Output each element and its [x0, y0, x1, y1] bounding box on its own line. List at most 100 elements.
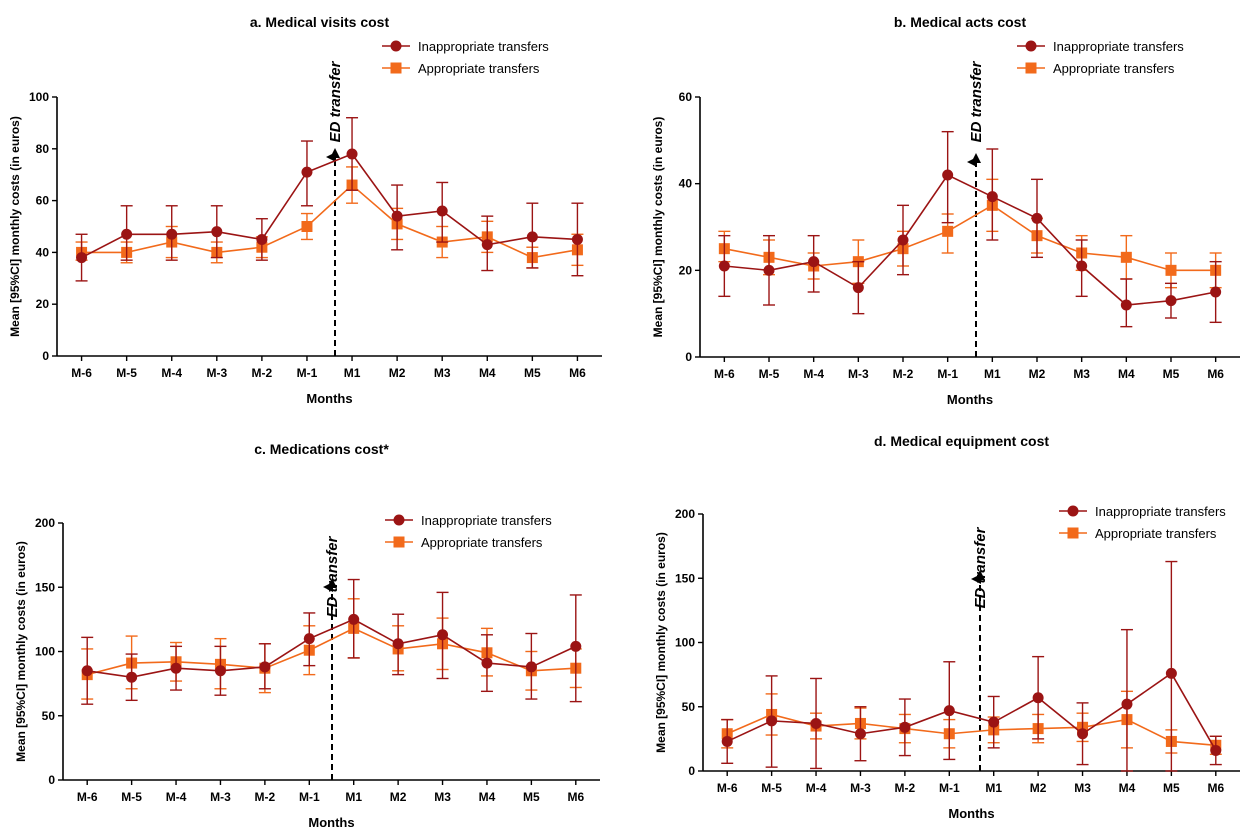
x-tick-label: M-1	[937, 367, 958, 381]
y-tick-label: 150	[675, 571, 695, 585]
data-point	[942, 225, 954, 237]
ed-transfer-label: ED transfer	[324, 535, 341, 617]
data-point	[810, 717, 822, 729]
y-tick-label: 60	[36, 194, 50, 208]
legend-marker-inappropriate	[1025, 40, 1037, 52]
data-point	[121, 228, 133, 240]
y-axis-label: Mean [95%CI] monthly costs (in euros)	[651, 117, 665, 338]
x-tick-label: M2	[1029, 367, 1046, 381]
data-point	[1165, 667, 1177, 679]
y-tick-label: 20	[36, 297, 50, 311]
x-tick-label: M-6	[717, 781, 738, 795]
x-tick-label: M-3	[850, 781, 871, 795]
series-line	[81, 153, 578, 259]
arrowhead	[330, 148, 340, 158]
x-axis-label: Months	[306, 391, 352, 406]
x-tick-label: M-3	[848, 367, 869, 381]
y-tick-label: 100	[29, 90, 49, 104]
data-point	[718, 260, 730, 272]
y-tick-label: 0	[688, 764, 695, 778]
legend-marker-inappropriate	[390, 40, 402, 52]
data-point	[525, 661, 537, 673]
x-tick-label: M6	[1207, 367, 1224, 381]
chart-title: c. Medications cost*	[254, 441, 389, 457]
legend-label-appropriate: Appropriate transfers	[1053, 61, 1175, 76]
legend-marker-appropriate	[390, 62, 402, 74]
x-tick-label: M4	[1118, 367, 1135, 381]
x-axis-label: Months	[308, 815, 354, 828]
data-point	[854, 728, 866, 740]
arrowhead	[975, 570, 985, 580]
data-point	[436, 205, 448, 217]
legend-label-inappropriate: Inappropriate transfers	[421, 513, 552, 528]
data-point	[1120, 299, 1132, 311]
data-point	[81, 665, 93, 677]
data-point	[391, 210, 403, 222]
series-line	[726, 713, 1216, 747]
data-point	[1165, 295, 1177, 307]
x-tick-label: M-4	[166, 790, 187, 804]
x-tick-label: M-3	[206, 366, 227, 380]
data-point	[1210, 744, 1222, 756]
data-point	[76, 252, 88, 264]
y-tick-label: 40	[679, 177, 693, 191]
x-tick-label: M1	[984, 367, 1001, 381]
y-axis-label: Mean [95%CI] monthly costs (in euros)	[14, 541, 28, 762]
x-tick-label: M-1	[299, 790, 320, 804]
chart-panel-a: a. Medical visits cost 0 20 40 60 80 100 M-6 M-5…	[8, 14, 602, 406]
x-tick-label: M2	[390, 790, 407, 804]
data-point	[1120, 251, 1132, 263]
x-tick-label: M-2	[255, 790, 276, 804]
ed-transfer-label: ED transfer	[327, 60, 344, 142]
x-tick-label: M3	[434, 790, 451, 804]
arrowhead	[971, 153, 981, 163]
x-tick-label: M6	[569, 366, 586, 380]
x-tick-label: M1	[985, 781, 1002, 795]
x-tick-label: M-3	[210, 790, 231, 804]
data-point	[526, 231, 538, 243]
chart-title: d. Medical equipment cost	[874, 433, 1049, 449]
legend: Inappropriate transfers Appropriate trans…	[1017, 39, 1184, 76]
data-point	[571, 233, 583, 245]
arrowhead	[327, 578, 337, 588]
legend-marker-appropriate	[1067, 527, 1079, 539]
data-point	[721, 735, 733, 747]
x-tick-label: M3	[434, 366, 451, 380]
x-tick-label: M2	[389, 366, 406, 380]
series-line	[726, 672, 1217, 751]
chart-title: a. Medical visits cost	[250, 14, 390, 30]
x-tick-label: M6	[1207, 781, 1224, 795]
y-tick-label: 50	[682, 700, 696, 714]
series-line	[724, 204, 1216, 272]
x-tick-label: M-1	[939, 781, 960, 795]
y-tick-label: 60	[679, 90, 693, 104]
data-point	[570, 640, 582, 652]
x-tick-label: M1	[344, 366, 361, 380]
legend-label-inappropriate: Inappropriate transfers	[1095, 504, 1226, 519]
data-point	[897, 234, 909, 246]
x-tick-label: M5	[523, 790, 540, 804]
x-tick-label: M1	[345, 790, 362, 804]
series-line	[724, 173, 1216, 306]
x-tick-label: M5	[1163, 367, 1180, 381]
legend-marker-appropriate	[1025, 62, 1037, 74]
x-tick-label: M-4	[806, 781, 827, 795]
data-point	[481, 657, 493, 669]
x-tick-label: M-2	[895, 781, 916, 795]
data-point	[259, 661, 271, 673]
data-point	[763, 264, 775, 276]
x-tick-label: M3	[1074, 781, 1091, 795]
y-tick-label: 40	[36, 245, 50, 259]
series-inappropriate	[75, 117, 584, 282]
data-point	[852, 282, 864, 294]
chart-panel-d: d. Medical equipment cost 0 50 100 150 200 M-6…	[654, 433, 1240, 821]
x-tick-label: M-6	[714, 367, 735, 381]
y-tick-label: 50	[42, 709, 56, 723]
data-point	[211, 226, 223, 238]
x-axis-label: Months	[947, 392, 993, 407]
x-tick-label: M4	[479, 366, 496, 380]
series-inappropriate	[721, 560, 1222, 772]
data-point	[437, 629, 449, 641]
